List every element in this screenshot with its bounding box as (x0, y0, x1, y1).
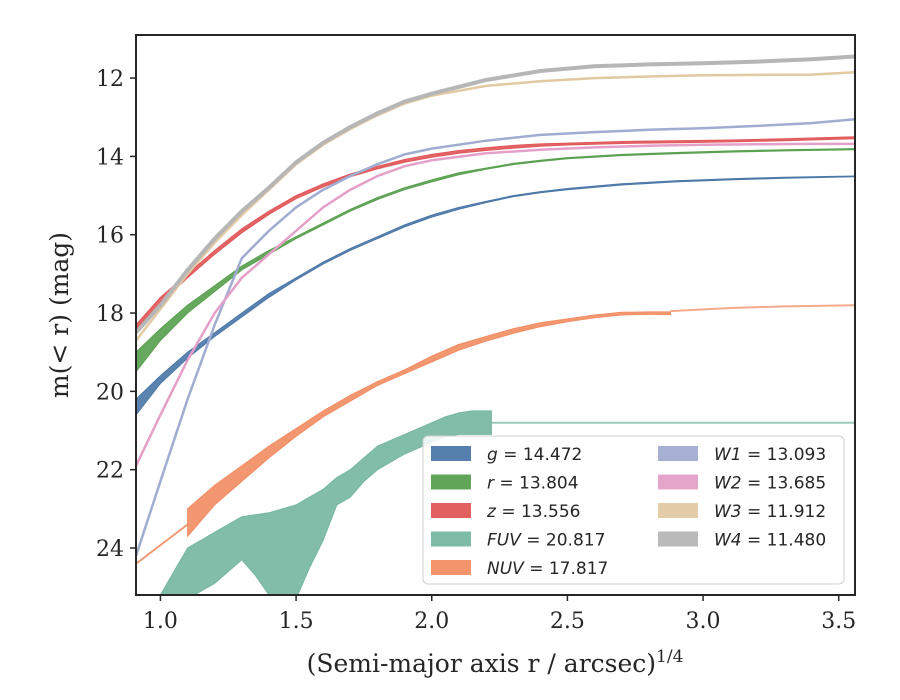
legend-entry-w4: W4 = 11.480 (658, 531, 826, 551)
legend-label-r: r = 13.804 (487, 474, 579, 494)
series-layer (136, 54, 855, 595)
legend-entry-w2: W2 = 13.685 (658, 474, 826, 494)
x-axis-label-main: (Semi-major axis r / arcsec) (307, 649, 656, 678)
legend-swatch-nuv (431, 560, 471, 575)
x-tick-label: 2.5 (550, 609, 585, 634)
legend-entry-z: z = 13.556 (431, 502, 580, 522)
legend-label-g: g = 14.472 (487, 445, 582, 465)
x-tick-label: 1.0 (143, 609, 178, 634)
x-axis-label: (Semi-major axis r / arcsec)1/4 (307, 647, 684, 678)
legend-label-nuv: NUV = 17.817 (487, 559, 608, 579)
series-g-band (136, 175, 855, 416)
x-tick-label: 3.0 (686, 609, 721, 634)
legend-box (422, 435, 845, 585)
y-axis: 12 14 16 18 20 22 24 (96, 67, 136, 562)
y-tick-label: 20 (96, 380, 124, 405)
legend-label-w2: W2 = 13.685 (714, 474, 826, 494)
legend-entry-g: g = 14.472 (431, 445, 582, 465)
series-nuv-outer-line (670, 304, 855, 313)
series-fuv-band (159, 410, 492, 595)
legend-label-w1: W1 = 13.093 (714, 445, 826, 465)
legend-entry-w3: W3 = 11.912 (658, 502, 826, 522)
x-axis-label-exponent: 1/4 (656, 647, 683, 667)
legend-entry-w1: W1 = 13.093 (658, 445, 826, 465)
y-tick-label: 22 (96, 459, 124, 484)
y-tick-label: 24 (96, 537, 124, 562)
series-nuv-inner-line (136, 523, 189, 565)
legend-swatch-w3 (658, 503, 698, 518)
x-axis: 1.0 1.5 2.0 2.5 3.0 3.5 (143, 595, 856, 634)
x-tick-label: 1.5 (279, 609, 314, 634)
legend-entry-fuv: FUV = 20.817 (431, 531, 605, 551)
legend-swatch-z (431, 503, 471, 518)
y-tick-label: 16 (96, 224, 124, 249)
legend-entry-r: r = 13.804 (431, 474, 579, 494)
legend-swatch-r (431, 474, 471, 490)
y-tick-label: 18 (96, 302, 124, 327)
legend-label-w3: W3 = 11.912 (714, 502, 826, 522)
series-w1-line (136, 117, 855, 557)
legend-label-w4: W4 = 11.480 (714, 531, 826, 551)
legend-label-fuv: FUV = 20.817 (487, 531, 605, 551)
legend: g = 14.472 r = 13.804 z = 13.556 FUV = 20.8… (422, 435, 845, 585)
legend-swatch-fuv (431, 531, 471, 547)
legend-swatch-w4 (658, 531, 698, 547)
legend-swatch-w2 (658, 474, 698, 490)
series-w4-line (136, 54, 855, 334)
legend-swatch-w1 (658, 446, 698, 461)
series-w2-line (136, 142, 855, 467)
series-r-band (136, 148, 855, 373)
x-tick-label: 2.0 (414, 609, 449, 634)
x-tick-label: 3.5 (821, 609, 856, 634)
series-z-band (136, 136, 855, 334)
y-axis-label: m(< r) (mag) (45, 232, 74, 398)
legend-entry-nuv: NUV = 17.817 (431, 559, 608, 579)
y-tick-label: 12 (96, 67, 124, 92)
series-nuv-band (187, 311, 671, 538)
legend-label-z: z = 13.556 (486, 502, 580, 522)
legend-swatch-g (431, 446, 471, 461)
plot-frame (135, 34, 856, 596)
y-tick-label: 14 (96, 145, 124, 170)
